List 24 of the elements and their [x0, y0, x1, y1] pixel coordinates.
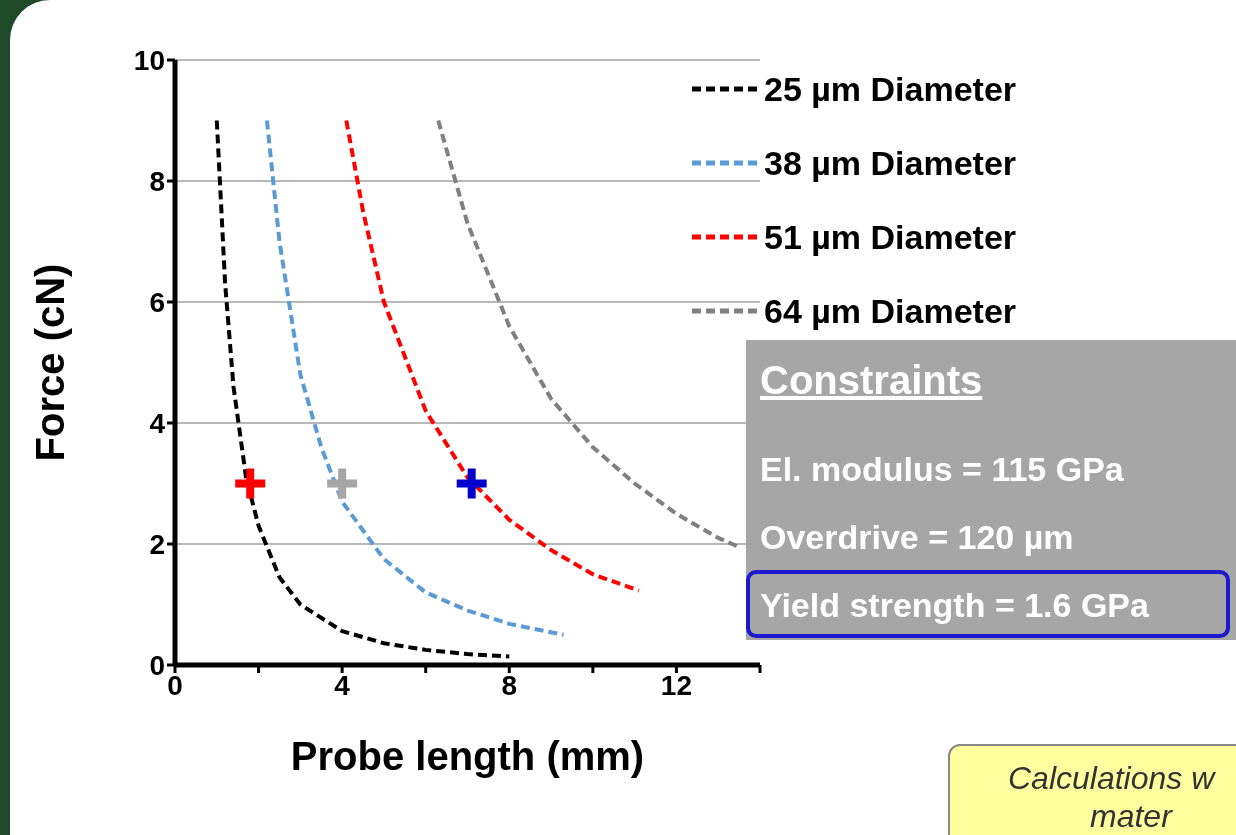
legend-label: 51 µm Diameter [764, 217, 1017, 257]
y-tick-label: 8 [149, 165, 165, 197]
annotation: El. modulus = 115 GPa [760, 450, 1124, 489]
y-tick-label: 4 [149, 407, 166, 439]
legend-label: 25 µm Diameter [764, 69, 1017, 109]
y-tick-label: 10 [133, 44, 165, 76]
line-series [344, 118, 641, 593]
y-tick-label: 2 [149, 528, 165, 560]
line-series [264, 118, 566, 637]
legend-label: 38 µm Diameter [764, 143, 1017, 183]
y-tick-label: 6 [149, 286, 165, 318]
annotation: Overdrive = 120 µm [760, 518, 1074, 557]
x-tick-label: 8 [501, 669, 518, 701]
x-axis-title: Probe length (mm) [290, 734, 645, 778]
y-tick-label: 0 [149, 649, 165, 681]
x-tick-label: 12 [660, 669, 693, 701]
annotation: Yield strength = 1.6 GPa [760, 586, 1149, 625]
line-series [214, 118, 512, 659]
x-tick-label: 4 [334, 669, 351, 701]
text: mater [1090, 798, 1172, 835]
legend-label: 64 µm Diameter [764, 291, 1017, 331]
text: Calculations w [1008, 760, 1215, 797]
annotation: Constraints [760, 358, 983, 403]
y-axis-title: Force (cN) [28, 263, 73, 462]
